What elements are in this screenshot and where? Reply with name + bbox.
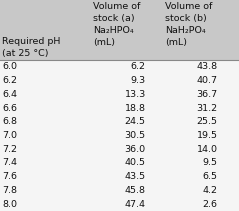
Text: 13.3: 13.3 — [125, 90, 146, 99]
Text: 40.5: 40.5 — [125, 158, 146, 168]
Text: 2.6: 2.6 — [202, 200, 217, 209]
Text: 7.6: 7.6 — [2, 172, 17, 181]
Text: 7.2: 7.2 — [2, 145, 17, 154]
Text: 47.4: 47.4 — [125, 200, 146, 209]
Text: 31.2: 31.2 — [196, 104, 217, 113]
Text: 24.5: 24.5 — [125, 117, 146, 126]
Text: 7.0: 7.0 — [2, 131, 17, 140]
Text: 25.5: 25.5 — [196, 117, 217, 126]
Text: 14.0: 14.0 — [196, 145, 217, 154]
Text: Volume of
stock (a)
Na₂HPO₄
(mL): Volume of stock (a) Na₂HPO₄ (mL) — [93, 2, 141, 46]
Text: 43.8: 43.8 — [196, 62, 217, 72]
Text: 6.6: 6.6 — [2, 104, 17, 113]
Text: 30.5: 30.5 — [125, 131, 146, 140]
Text: 6.4: 6.4 — [2, 90, 17, 99]
Text: 9.5: 9.5 — [202, 158, 217, 168]
Text: 43.5: 43.5 — [125, 172, 146, 181]
Text: 7.8: 7.8 — [2, 186, 17, 195]
Text: 6.0: 6.0 — [2, 62, 17, 72]
Text: 40.7: 40.7 — [196, 76, 217, 85]
Text: 6.5: 6.5 — [202, 172, 217, 181]
Text: 6.2: 6.2 — [2, 76, 17, 85]
Text: 9.3: 9.3 — [131, 76, 146, 85]
Text: 36.7: 36.7 — [196, 90, 217, 99]
Text: 4.2: 4.2 — [202, 186, 217, 195]
Text: 6.2: 6.2 — [131, 62, 146, 72]
Text: 36.0: 36.0 — [125, 145, 146, 154]
Text: Required pH
(at 25 °C): Required pH (at 25 °C) — [2, 37, 61, 58]
Bar — [0, 0, 239, 60]
Text: 45.8: 45.8 — [125, 186, 146, 195]
Text: 7.4: 7.4 — [2, 158, 17, 168]
Text: 8.0: 8.0 — [2, 200, 17, 209]
Text: Volume of
stock (b)
NaH₂PO₄
(mL): Volume of stock (b) NaH₂PO₄ (mL) — [165, 2, 212, 46]
Text: 19.5: 19.5 — [196, 131, 217, 140]
Text: 18.8: 18.8 — [125, 104, 146, 113]
Text: 6.8: 6.8 — [2, 117, 17, 126]
